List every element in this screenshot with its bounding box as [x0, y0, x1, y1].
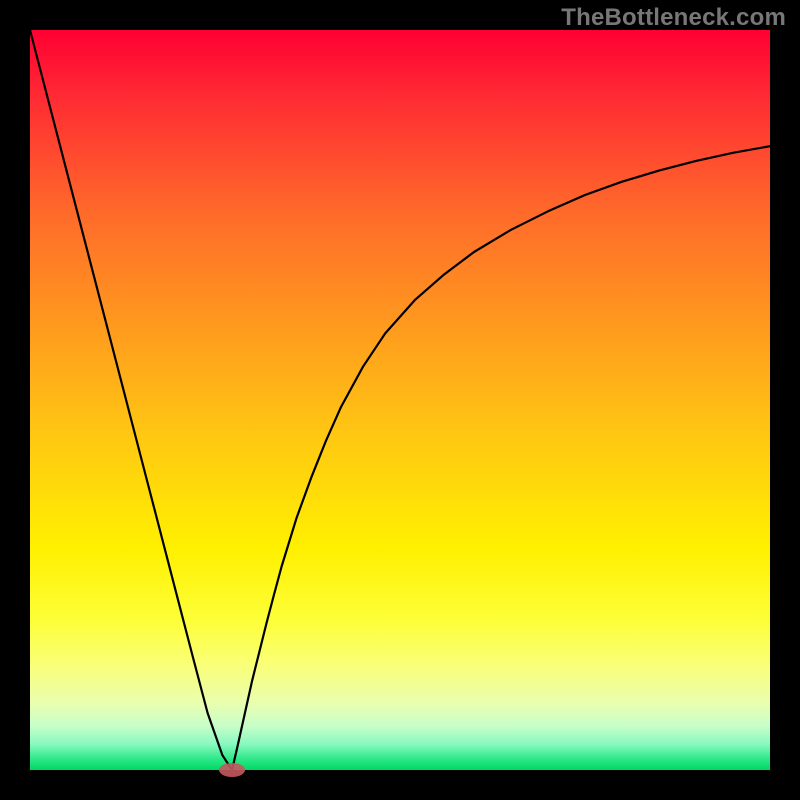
chart-container: TheBottleneck.com — [0, 0, 800, 800]
watermark-text: TheBottleneck.com — [561, 4, 786, 32]
plot-background — [30, 30, 770, 770]
bottleneck-chart — [0, 0, 800, 800]
optimum-marker — [219, 763, 245, 777]
